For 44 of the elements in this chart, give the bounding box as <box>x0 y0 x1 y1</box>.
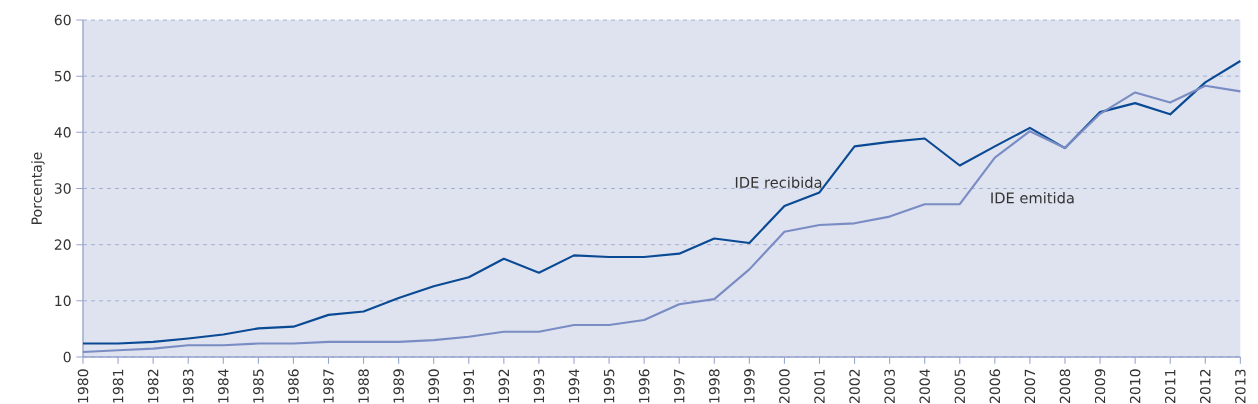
x-tick-label: 1993 <box>533 369 545 403</box>
y-tick-label: 50 <box>54 70 71 82</box>
x-tick-label: 1988 <box>358 369 369 403</box>
x-tick-label: 1980 <box>77 369 89 403</box>
y-tick-label: 0 <box>63 351 71 363</box>
x-tick-label: 2013 <box>1235 369 1246 403</box>
x-tick-label: 2011 <box>1164 369 1176 403</box>
x-tick-label: 1990 <box>428 369 439 403</box>
x-tick-label: 1991 <box>463 369 475 403</box>
x-tick-label: 2001 <box>814 369 825 403</box>
y-tick-label: 10 <box>55 295 71 307</box>
y-tick-label: 40 <box>54 127 71 138</box>
x-tick-label: 1985 <box>253 369 264 403</box>
x-tick-label: 2000 <box>779 369 790 403</box>
x-tick-label: 1995 <box>603 369 615 403</box>
x-tick-label: 1981 <box>112 369 124 403</box>
x-tick-label: 1982 <box>147 369 159 403</box>
x-tick-label: 1987 <box>323 369 334 403</box>
y-tick-label: 60 <box>54 14 71 26</box>
x-tick-label: 2009 <box>1094 369 1106 403</box>
y-tick-label: 30 <box>54 183 71 194</box>
x-tick-label: 1992 <box>498 369 510 403</box>
x-tick-label: 1997 <box>673 369 685 403</box>
x-tick-label: 2004 <box>919 369 930 403</box>
x-tick-label: 1986 <box>288 369 299 403</box>
x-tick-label: 1989 <box>393 369 404 403</box>
x-tick-label: 2005 <box>954 369 966 403</box>
x-tick-label: 2007 <box>1024 369 1036 403</box>
series-label: IDE recibida <box>735 176 822 188</box>
x-tick-label: 2012 <box>1199 369 1211 403</box>
x-tick-label: 2002 <box>849 369 860 403</box>
series-label: IDE emitida <box>991 192 1074 204</box>
x-tick-label: 2010 <box>1129 369 1141 403</box>
x-tick-label: 1984 <box>217 369 229 403</box>
x-tick-label: 2006 <box>989 369 1001 403</box>
x-tick-label: 2008 <box>1059 369 1071 403</box>
x-tick-label: 1996 <box>638 369 650 403</box>
x-tick-label: 1999 <box>744 369 755 403</box>
y-tick-label: 20 <box>54 239 71 250</box>
x-tick-label: 1983 <box>182 369 194 403</box>
x-tick-label: 1998 <box>708 369 720 403</box>
x-tick-label: 2003 <box>884 369 895 403</box>
x-tick-label: 1994 <box>568 369 580 403</box>
y-axis-title: Porcentaje <box>31 152 45 224</box>
